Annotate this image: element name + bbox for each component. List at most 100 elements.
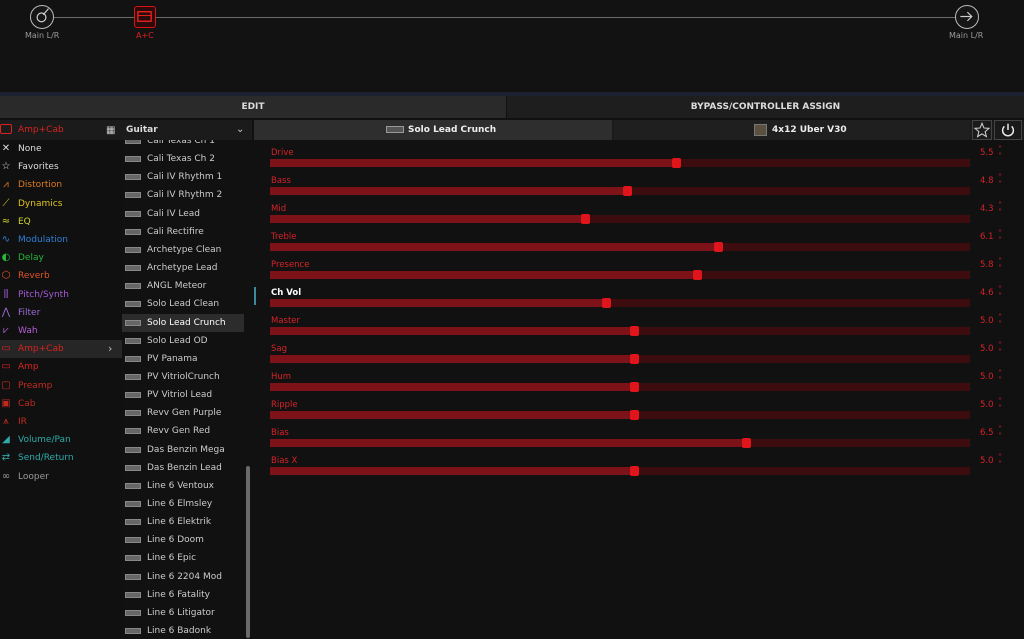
up-down-icon[interactable]: ˄ ˅ xyxy=(998,369,1002,385)
category-item-delay[interactable]: ◐ Delay xyxy=(0,249,122,267)
tab-edit[interactable]: EDIT xyxy=(0,96,506,118)
category-item-amp-cab[interactable]: ▭ Amp+Cab › xyxy=(0,340,122,359)
model-item[interactable]: Revv Gen Red xyxy=(122,422,244,440)
param-slider-handle[interactable] xyxy=(672,158,681,168)
model-item[interactable]: Line 6 Ventoux xyxy=(122,477,244,495)
up-down-icon[interactable]: ˄ ˅ xyxy=(998,257,1002,273)
model-item[interactable]: PV Panama xyxy=(122,350,244,368)
up-down-icon[interactable]: ˄ ˅ xyxy=(998,425,1002,441)
param-slider-handle[interactable] xyxy=(623,186,632,196)
category-header[interactable]: Amp+Cab xyxy=(0,120,122,140)
category-item-filter[interactable]: ⋀ Filter xyxy=(0,304,122,322)
param-sag: Sag 5.0 ˄ ˅ xyxy=(270,342,1020,370)
model-item[interactable]: Solo Lead Clean xyxy=(122,295,244,313)
amp-cab-block[interactable] xyxy=(134,6,156,28)
category-item-wah[interactable]: ⩗ Wah xyxy=(0,322,122,340)
chevron-down-icon[interactable]: ⌄ xyxy=(236,124,245,135)
power-button[interactable] xyxy=(994,120,1022,140)
param-slider[interactable] xyxy=(270,354,970,364)
category-item-preamp[interactable]: ▢ Preamp xyxy=(0,377,122,395)
model-list[interactable]: Cali Texas Ch 1 Cali Texas Ch 2 Cali IV Rh… xyxy=(122,140,252,639)
model-item[interactable]: Line 6 Doom xyxy=(122,531,244,549)
up-down-icon[interactable]: ˄ ˅ xyxy=(998,397,1002,413)
cab-model-tab[interactable]: 4x12 Uber V30 xyxy=(614,120,970,140)
output-arrow-icon[interactable] xyxy=(955,5,979,29)
param-slider-handle[interactable] xyxy=(714,242,723,252)
param-slider-handle[interactable] xyxy=(630,466,639,476)
model-item[interactable]: Archetype Lead xyxy=(122,259,244,277)
model-item[interactable]: Revv Gen Purple xyxy=(122,404,244,422)
amp-model-tab[interactable]: Solo Lead Crunch xyxy=(254,120,612,140)
model-item[interactable]: Cali IV Rhythm 2 xyxy=(122,186,244,204)
model-item[interactable]: ANGL Meteor xyxy=(122,277,244,295)
param-slider[interactable] xyxy=(270,298,970,308)
up-down-icon[interactable]: ˄ ˅ xyxy=(998,201,1002,217)
input-guitar-icon[interactable] xyxy=(30,5,54,29)
model-item[interactable]: Cali Texas Ch 1 xyxy=(122,140,244,150)
param-slider[interactable] xyxy=(270,326,970,336)
category-item-distortion[interactable]: ⩘ Distortion xyxy=(0,176,122,194)
model-item[interactable]: Line 6 Elmsley xyxy=(122,495,244,513)
model-item[interactable]: Archetype Clean xyxy=(122,241,244,259)
category-item-ir[interactable]: ⩚ IR xyxy=(0,413,122,431)
model-item[interactable]: Line 6 Litigator xyxy=(122,604,244,622)
param-slider[interactable] xyxy=(270,410,970,420)
up-down-icon[interactable]: ˄ ˅ xyxy=(998,453,1002,469)
category-item-send-return[interactable]: ⇄ Send/Return xyxy=(0,449,122,467)
category-label: Volume/Pan xyxy=(18,435,71,446)
param-slider-handle[interactable] xyxy=(630,326,639,336)
category-item-amp[interactable]: ▭ Amp xyxy=(0,358,122,376)
model-item[interactable]: Cali IV Lead xyxy=(122,205,244,223)
model-item[interactable]: Line 6 2204 Mod xyxy=(122,568,244,586)
category-item-reverb[interactable]: ⬡ Reverb xyxy=(0,267,122,285)
model-item[interactable]: Cali IV Rhythm 1 xyxy=(122,168,244,186)
param-slider[interactable] xyxy=(270,158,970,168)
param-slider[interactable] xyxy=(270,242,970,252)
category-item-none[interactable]: ✕ None xyxy=(0,140,122,158)
param-slider[interactable] xyxy=(270,466,970,476)
param-slider-handle[interactable] xyxy=(693,270,702,280)
model-header[interactable]: ▦ Guitar ⌄ xyxy=(106,120,252,140)
model-item[interactable]: Das Benzin Lead xyxy=(122,459,244,477)
param-slider-handle[interactable] xyxy=(630,354,639,364)
up-down-icon[interactable]: ˄ ˅ xyxy=(998,173,1002,189)
param-slider[interactable] xyxy=(270,214,970,224)
category-item-looper[interactable]: ∞ Looper xyxy=(0,468,122,486)
up-down-icon[interactable]: ˄ ˅ xyxy=(998,341,1002,357)
param-slider[interactable] xyxy=(270,270,970,280)
param-slider[interactable] xyxy=(270,438,970,448)
category-item-eq[interactable]: ≈ EQ xyxy=(0,213,122,231)
model-item[interactable]: Cali Rectifire xyxy=(122,223,244,241)
param-slider[interactable] xyxy=(270,382,970,392)
model-item[interactable]: PV Vitriol Lead xyxy=(122,386,244,404)
model-item[interactable]: Solo Lead Crunch xyxy=(122,313,244,332)
model-item[interactable]: Line 6 Epic xyxy=(122,549,244,567)
param-slider-handle[interactable] xyxy=(630,382,639,392)
grid-icon[interactable]: ▦ xyxy=(106,125,116,136)
param-slider[interactable] xyxy=(270,186,970,196)
param-slider-handle[interactable] xyxy=(602,298,611,308)
param-slider-handle[interactable] xyxy=(581,214,590,224)
model-item[interactable]: PV VitriolCrunch xyxy=(122,368,244,386)
category-item-favorites[interactable]: ☆ Favorites xyxy=(0,158,122,176)
model-item[interactable]: Line 6 Fatality xyxy=(122,586,244,604)
model-list-scrollbar[interactable] xyxy=(246,466,250,638)
category-item-cab[interactable]: ▣ Cab xyxy=(0,395,122,413)
up-down-icon[interactable]: ˄ ˅ xyxy=(998,313,1002,329)
category-item-volume-pan[interactable]: ◢ Volume/Pan xyxy=(0,431,122,449)
up-down-icon[interactable]: ˄ ˅ xyxy=(998,229,1002,245)
model-item[interactable]: Das Benzin Mega xyxy=(122,441,244,459)
up-down-icon[interactable]: ˄ ˅ xyxy=(998,285,1002,301)
category-item-pitch-synth[interactable]: ⫼ Pitch/Synth xyxy=(0,286,122,304)
param-slider-handle[interactable] xyxy=(630,410,639,420)
param-slider-handle[interactable] xyxy=(742,438,751,448)
model-item[interactable]: Cali Texas Ch 2 xyxy=(122,150,244,168)
category-item-dynamics[interactable]: ⟋ Dynamics xyxy=(0,195,122,213)
favorite-button[interactable] xyxy=(972,120,992,140)
up-down-icon[interactable]: ˄ ˅ xyxy=(998,145,1002,161)
model-item[interactable]: Line 6 Elektrik xyxy=(122,513,244,531)
tab-bypass-controller-assign[interactable]: BYPASS/CONTROLLER ASSIGN xyxy=(507,96,1024,118)
model-item[interactable]: Line 6 Badonk xyxy=(122,622,244,639)
model-item[interactable]: Solo Lead OD xyxy=(122,332,244,350)
category-item-modulation[interactable]: ∿ Modulation xyxy=(0,231,122,249)
